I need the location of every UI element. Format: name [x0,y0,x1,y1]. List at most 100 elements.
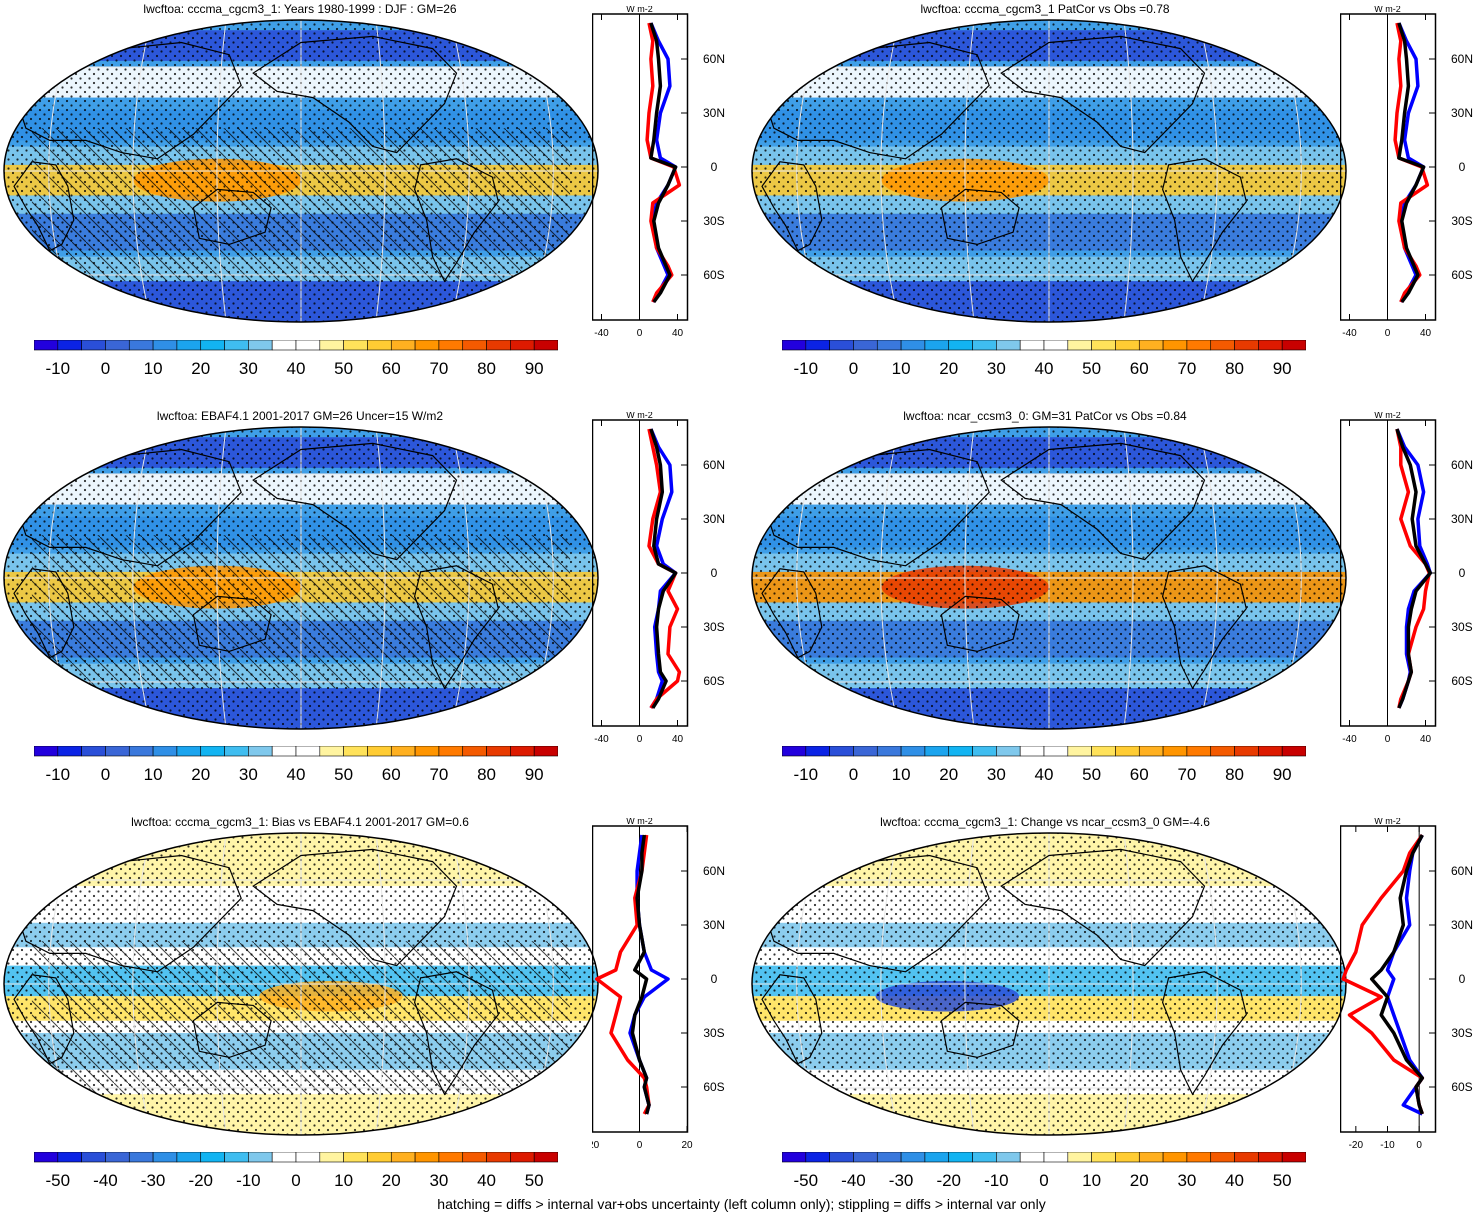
colorbar-swatch [248,746,273,757]
colorbar-swatch [1234,746,1259,757]
graticule-meridian [964,833,975,1135]
colorbar-tick-label: 10 [892,359,911,378]
colorbar-swatch [1281,746,1306,757]
colorbar-swatch [533,746,558,757]
colorbar-swatch [510,340,535,351]
colorbar-tick-label: 20 [1130,1171,1149,1190]
colorbar-swatch [1067,1152,1092,1163]
coastline-5 [1161,565,1247,690]
lat-tick-label: 60N [703,458,725,472]
lat-tick-label: 0 [1459,972,1466,986]
colorbar-swatch [853,340,878,351]
colorbar: -50 -40 -30 -20 -10 0 10 20 30 40 50 [782,1152,1306,1190]
colorbar-swatch [1138,1152,1164,1163]
x-tick-label: -40 [1342,734,1357,745]
graticule-meridian [132,833,152,1135]
panel-title: lwcftoa: cccma_cgcm3_1: Years 1980-1999 … [143,2,457,16]
zonal-series-model [630,834,651,1115]
x-tick-label: 40 [1420,328,1432,339]
colorbar-swatch [57,340,82,351]
colorbar-swatch [1043,340,1069,351]
zonal-unit-label: W m-2 [626,6,653,14]
colorbar-swatch [57,1152,82,1163]
lat-tick-label: 60S [1451,1080,1472,1094]
colorbar-swatch [343,340,368,351]
colorbar-tick-label: 30 [239,765,258,784]
colorbar-swatch [996,1152,1021,1163]
colorbar-swatch [200,746,225,757]
colorbar-swatch [533,1152,558,1163]
colorbar-tick-label: 20 [382,1171,401,1190]
colorbar-tick-label: -30 [141,1171,166,1190]
lat-tick-label: 30N [1451,106,1473,120]
zonal-series-model [649,428,678,709]
map-heatmap [751,426,1347,730]
graticule-meridian [375,427,386,729]
colorbar-swatch [271,746,297,757]
colorbar-swatch [295,340,321,351]
graticule-meridian [216,427,227,729]
colorbar-swatch [486,340,511,351]
coastline-4 [1000,848,1206,967]
colorbar-tick-label: -30 [889,1171,914,1190]
colorbar-swatch [948,1152,973,1163]
lat-tick-label: 60N [1451,458,1473,472]
graticule-meridian [964,20,975,322]
graticule-meridian [132,427,152,729]
colorbar-swatch [438,340,464,351]
coastline-1 [13,568,75,659]
coastline-3 [940,188,1020,246]
colorbar-tick-label: 40 [287,359,306,378]
colorbar-tick-label: 20 [191,765,210,784]
lat-tick-label: 0 [711,160,718,174]
x-tick-label: 20 [681,1140,693,1151]
map-border [3,426,599,730]
colorbar-swatch [1258,1152,1283,1163]
colorbar-tick-label: 80 [1225,359,1244,378]
zonal-mean-plot: W m-2 -20 -10 0 60N 30N 0 30S 60S [1340,818,1473,1151]
colorbar-swatch [414,340,440,351]
coastline-3 [940,1001,1020,1059]
lat-tick-label: 60N [703,52,725,66]
zonal-unit-label: W m-2 [626,412,653,420]
colorbar-swatch [438,1152,464,1163]
colorbar-tick-label: 40 [287,765,306,784]
colorbar-tick-label: 60 [1130,359,1149,378]
colorbar-swatch [81,746,106,757]
colorbar-swatch [152,1152,178,1163]
lat-tick-label: 30S [1451,1026,1472,1040]
colorbar-swatch [319,1152,344,1163]
map-heatmap [3,426,599,730]
colorbar-tick-label: 60 [382,359,401,378]
coastline-3 [192,595,272,653]
colorbar-swatch [176,1152,202,1163]
colorbar-tick-label: 30 [239,359,258,378]
zonal-mean-plot: W m-2 -40 0 40 60N 30N 0 30S 60S [592,6,725,339]
colorbar-tick-label: -10 [46,765,71,784]
colorbar-tick-label: 40 [1035,765,1054,784]
colorbar-tick-label: 60 [382,765,401,784]
zonal-series-model [1369,834,1425,1115]
colorbar-tick-label: 0 [849,765,858,784]
colorbar-swatch [996,746,1021,757]
colorbar-swatch [224,340,249,351]
panel-title: lwcftoa: cccma_cgcm3_1: Bias vs EBAF4.1 … [131,815,469,829]
map-border [751,19,1347,323]
colorbar-swatch [224,746,249,757]
colorbar-tick-label: 70 [429,765,448,784]
x-tick-label: 0 [637,1140,643,1151]
colorbar-swatch [34,1152,59,1163]
coastline-4 [1000,35,1206,154]
colorbar: -10 0 10 20 30 40 50 60 70 80 90 [782,746,1306,784]
graticule-meridian [1198,20,1218,322]
colorbar-tick-label: 0 [101,765,110,784]
map-heatmap [751,19,1347,323]
map-heatmap [751,832,1347,1136]
x-tick-label: 0 [637,734,643,745]
colorbar-tick-label: 90 [1273,359,1292,378]
colorbar: -50 -40 -30 -20 -10 0 10 20 30 40 50 [34,1152,558,1190]
colorbar-swatch [105,340,130,351]
colorbar-swatch [1210,1152,1235,1163]
colorbar-swatch [1281,1152,1306,1163]
colorbar-tick-label: 50 [334,359,353,378]
